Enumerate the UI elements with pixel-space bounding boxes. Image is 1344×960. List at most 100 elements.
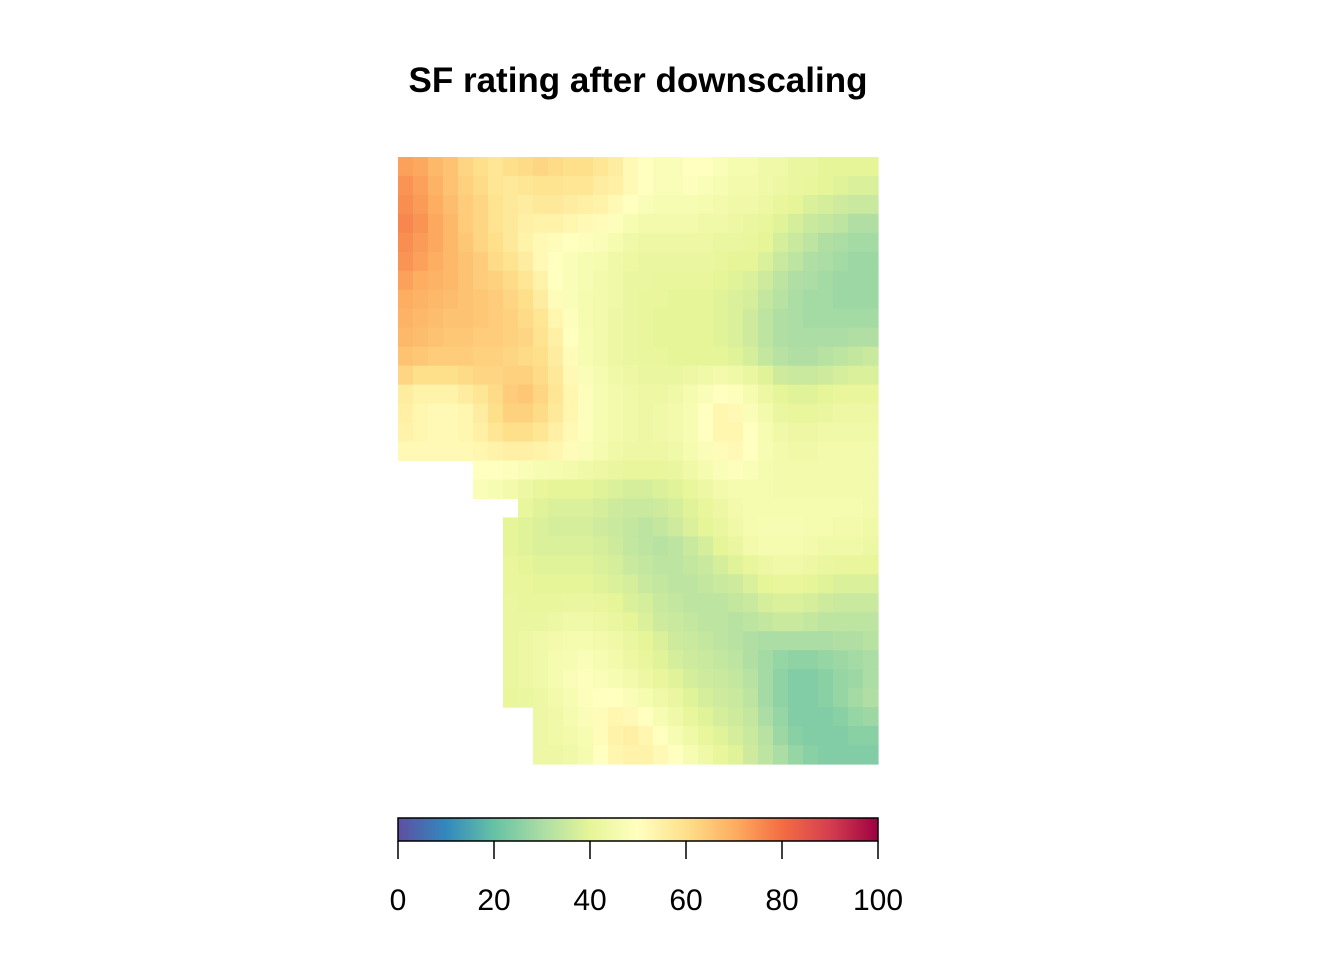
raster-cell [803,175,819,196]
raster-cell [743,194,759,215]
raster-cell [563,403,579,424]
raster-cell [788,441,804,462]
raster-cell [413,365,429,386]
raster-cell [413,194,429,215]
raster-cell [503,593,519,613]
raster-cell [803,251,819,272]
raster-cell [818,498,834,519]
raster-cell [578,707,594,727]
raster-cell [548,384,564,405]
raster-cell [683,688,699,708]
raster-cell [608,536,624,556]
raster-cell [758,289,774,310]
raster-cell [608,688,624,708]
raster-cell [743,384,759,405]
raster-cell [608,422,624,443]
raster-cell [563,593,579,613]
raster-cell [698,403,714,424]
raster-cell [743,403,759,424]
raster-cell [758,175,774,196]
raster-cell [728,460,744,481]
raster-cell [443,175,459,196]
raster-cell [848,365,864,386]
raster-cell [533,688,549,708]
raster-cell [653,157,669,177]
raster-cell [773,251,789,272]
raster-cell [683,346,699,367]
raster-cell [773,650,789,670]
raster-cell [518,498,534,519]
raster-cell [608,175,624,196]
raster-cell [503,688,519,708]
raster-cell [848,157,864,177]
raster-cell [593,384,609,405]
raster-cell [788,707,804,727]
raster-cell [578,289,594,310]
raster-cell [788,593,804,613]
raster-cell [743,289,759,310]
raster-cell [863,270,879,291]
raster-cell [788,650,804,670]
raster-cell [503,194,519,215]
raster-cell [668,232,684,253]
raster-cell [638,270,654,291]
raster-cell [788,251,804,272]
raster-cell [443,422,459,443]
raster-cell [518,175,534,196]
raster-cell [548,726,564,746]
raster-cell [773,346,789,367]
raster-cell [623,479,639,500]
raster-cell [773,536,789,556]
raster-cell [638,365,654,386]
raster-cell [668,384,684,405]
raster-cell [818,251,834,272]
raster-cell [773,612,789,632]
raster-cell [428,422,444,443]
raster-cell [758,346,774,367]
raster-cell [713,422,729,443]
raster-cell [413,251,429,272]
raster-cell [638,157,654,177]
raster-cell [863,441,879,462]
raster-cell [638,631,654,651]
raster-cell [563,612,579,632]
raster-cell [623,327,639,348]
raster-cell [668,498,684,519]
raster-cell [518,479,534,500]
raster-cell [788,175,804,196]
raster-cell [758,612,774,632]
raster-cell [638,574,654,594]
raster-cell [728,346,744,367]
raster-cell [533,441,549,462]
raster-cell [728,213,744,234]
raster-grid [398,157,879,765]
raster-cell [548,631,564,651]
raster-cell [638,327,654,348]
raster-cell [698,213,714,234]
raster-cell [848,593,864,613]
raster-cell [653,555,669,575]
colorbar-tick-label: 80 [765,884,798,917]
raster-cell [398,384,414,405]
raster-cell [563,422,579,443]
colorbar [397,817,879,842]
raster-cell [413,270,429,291]
raster-cell [728,251,744,272]
raster-cell [548,555,564,575]
raster-cell [848,441,864,462]
raster-cell [788,194,804,215]
raster-cell [443,327,459,348]
raster-cell [668,157,684,177]
raster-cell [473,157,489,177]
raster-cell [788,289,804,310]
raster-cell [698,593,714,613]
raster-cell [713,251,729,272]
raster-cell [818,517,834,537]
raster-cell [653,517,669,537]
raster-cell [533,612,549,632]
raster-cell [578,194,594,215]
raster-cell [533,707,549,727]
raster-cell [713,574,729,594]
raster-cell [623,384,639,405]
raster-cell [653,251,669,272]
